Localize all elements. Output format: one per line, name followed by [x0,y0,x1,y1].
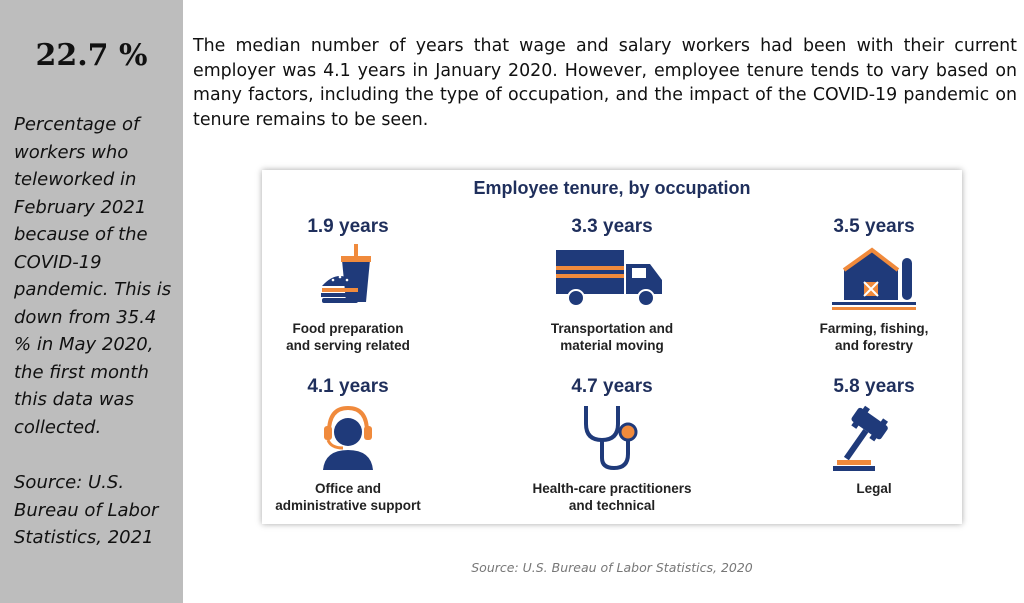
occupation-label-2: administrative support [275,498,421,513]
occupation-legal: 5.8 years Legal [754,376,994,497]
intro-paragraph: The median number of years that wage and… [193,36,1017,130]
tenure-years: 1.9 years [307,216,389,237]
tenure-years: 3.5 years [833,216,915,237]
occupation-farming: 3.5 years Farming, fishing, and forestry [754,216,994,354]
occupation-food: 1.9 years Food preparation and serving r… [228,216,468,354]
occupation-label-2: and serving related [286,338,410,353]
occupation-healthcare: 4.7 years Health-care practitioners and … [492,376,732,514]
occupation-label-1: Transportation and [550,321,674,336]
telework-stat: 22.7 % [35,38,148,73]
sidebar-panel: 22.7 % Percentage of workers who telewor… [0,0,183,603]
occupation-label-1: Food preparation [292,321,404,336]
tenure-years: 3.3 years [571,216,653,237]
tenure-years: 5.8 years [833,376,915,397]
infographic-source: Source: U.S. Bureau of Labor Statistics,… [471,560,753,575]
headset-person-icon [323,405,373,470]
occupation-label-1: Farming, fishing, [819,321,929,336]
truck-icon [556,250,662,307]
occupation-office: 4.1 years Office and administrative supp… [228,376,468,514]
burger-drink-icon [321,244,371,303]
tenure-years: 4.7 years [571,376,653,397]
occupation-label-2: material moving [560,338,664,353]
stat-description: Percentage of workers who teleworked in … [14,114,172,438]
occupation-transportation: 3.3 years Transportation and material mo… [492,216,732,354]
occupation-label-2: and technical [568,498,656,513]
barn-icon [832,247,916,310]
occupation-label-1: Office and [314,481,381,496]
occupation-label-1: Legal [856,481,892,496]
stethoscope-icon [584,406,638,471]
occupation-label-2: and forestry [834,338,914,353]
infographic-title: Employee tenure, by occupation [473,178,751,198]
gavel-icon [833,405,889,471]
tenure-years: 4.1 years [307,376,389,397]
tenure-infographic: Employee tenure, by occupation 1.9 years… [262,170,962,524]
sidebar-text: Percentage of workers who teleworked in … [14,111,179,580]
occupation-label-1: Health-care practitioners [532,481,692,496]
sidebar-source: Source: U.S. Bureau of Labor Statistics,… [14,472,159,548]
